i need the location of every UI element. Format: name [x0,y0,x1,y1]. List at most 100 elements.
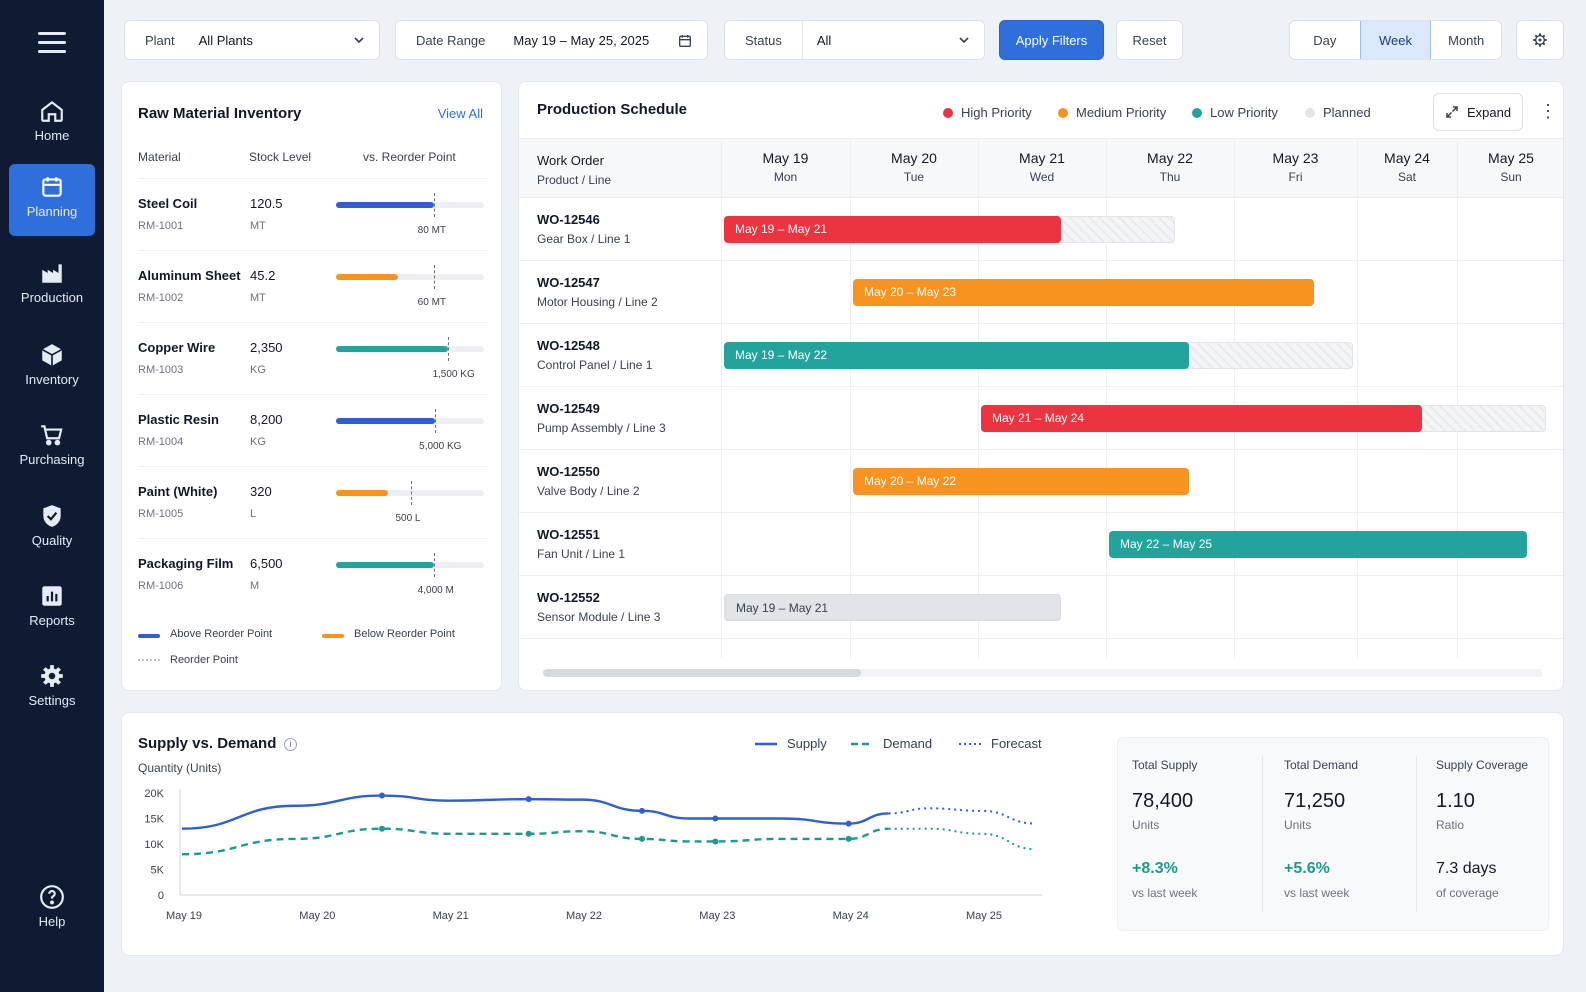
data-point[interactable] [525,830,532,837]
sidebar-item-reports[interactable]: Reports [9,573,95,645]
sidebar-item-purchasing[interactable]: Purchasing [9,412,95,484]
work-order-row[interactable]: WO-12551 Fan Unit / Line 1 [519,513,1563,576]
sidebar-item-label: Home [34,128,70,143]
inventory-row[interactable]: Paint (White) RM-1005 320 L 500 L [138,466,488,538]
inventory-row[interactable]: Plastic Resin RM-1004 8,200 KG 5,000 KG [138,394,488,466]
chevron-down-icon [959,37,969,44]
supply-line-swatch [755,742,777,745]
day-of-week: Tue [903,170,925,184]
supply-demand-chart: 0 5K 10K 15K 20K May 19 May 20 May 21 May 22 May … [144,788,1042,922]
kpi-total-demand: Total Demand 71,250 Units +5.6% vs last … [1270,738,1414,932]
menu-icon[interactable] [38,32,66,54]
view-week-button[interactable]: Week [1359,21,1432,59]
material-name: Paint (White) [138,484,218,499]
stock-value: 45.2 [250,268,276,283]
legend-reorder-label: Reorder Point [170,654,238,666]
gantt-bar-medium[interactable]: May 20 – May 23 [853,279,1314,306]
bar-chart-icon [42,586,62,606]
settings-button[interactable] [1516,20,1564,60]
inventory-row[interactable]: Packaging Film RM-1006 6,500 M 4,000 M [138,538,488,610]
stock-value: 120.5 [250,196,283,211]
view-month-button[interactable]: Month [1448,32,1485,48]
x-tick-label: May 22 [566,910,602,922]
sidebar-item-inventory[interactable]: Inventory [9,332,95,404]
data-point[interactable] [845,820,852,827]
info-icon[interactable]: i [284,738,297,751]
sidebar-item-help[interactable]: Help [9,884,95,929]
status-filter[interactable]: Status All [724,20,985,60]
date-range-value: May 19 – May 25, 2025 [513,32,650,48]
reorder-point-marker [411,481,413,505]
gantt-bar-high[interactable]: May 19 – May 21 [724,216,1062,243]
schedule-title: Production Schedule [537,101,688,118]
apply-filters-button[interactable]: Apply Filters [999,20,1104,60]
data-point[interactable] [639,807,645,814]
data-point[interactable] [379,825,385,832]
sidebar: Home Planning Production Inventory Purch… [0,0,104,992]
kpi-change: +8.3% [1132,860,1178,877]
data-point[interactable] [379,792,385,799]
calendar-icon[interactable] [677,33,693,49]
inventory-row[interactable]: Aluminum Sheet RM-1002 45.2 MT 60 MT [138,250,488,322]
inventory-row[interactable]: Steel Coil RM-1001 120.5 MT 80 MT [138,178,488,250]
gantt-bar-high[interactable]: May 21 – May 24 [981,405,1422,432]
work-order-row[interactable]: WO-12550 Valve Body / Line 2 [519,450,1563,513]
reorder-point-label: 4,000 M [417,585,454,596]
work-order-row[interactable]: WO-12552 Sensor Module / Line 3 [519,576,1563,639]
column-header-stock: Stock Level [249,150,312,164]
reorder-point-label: 5,000 KG [419,441,462,452]
more-options-icon[interactable]: ⋮ [1539,101,1557,121]
help-label: Help [38,914,66,929]
date-range-filter[interactable]: Date Range May 19 – May 25, 2025 [395,20,708,60]
data-point[interactable] [712,838,719,845]
data-point[interactable] [639,835,645,842]
kpi-unit: Units [1132,818,1160,832]
expand-button[interactable]: Expand [1433,93,1523,131]
work-order-row[interactable]: WO-12549 Pump Assembly / Line 3 [519,387,1563,450]
sidebar-item-home[interactable]: Home [9,88,95,160]
day-header: May 25 Sun [1457,150,1563,184]
material-code: RM-1006 [138,580,184,592]
gear-icon [1533,33,1547,47]
material-name: Plastic Resin [138,412,219,427]
data-point[interactable] [845,835,852,842]
work-order-row[interactable]: WO-12546 Gear Box / Line 1 [519,198,1563,261]
legend-medium: Medium Priority [1058,105,1166,120]
horizontal-scrollbar[interactable] [543,669,1543,677]
inventory-row[interactable]: Copper Wire RM-1003 2,350 KG 1,500 KG [138,322,488,394]
reorder-point-marker [433,193,435,217]
sidebar-item-planning[interactable]: Planning [9,164,95,236]
gantt-column-divider [1234,138,1235,658]
data-point[interactable] [712,815,719,822]
day-of-week: Sat [1397,170,1416,184]
sidebar-item-production[interactable]: Production [9,250,95,322]
reset-button[interactable]: Reset [1116,20,1183,60]
gantt-bar-planned[interactable]: May 19 – May 21 [724,594,1062,621]
series-line-demand [181,827,889,856]
scrollbar-thumb[interactable] [543,669,861,677]
work-order-product: Control Panel / Line 1 [537,358,653,372]
gantt-bar-medium[interactable]: May 20 – May 22 [853,468,1190,495]
remaining-capacity-bar [1055,216,1176,243]
sidebar-item-quality[interactable]: Quality [9,493,95,565]
work-order-id: WO-12550 [537,464,600,479]
gantt-column-divider [1106,138,1107,658]
data-point[interactable] [525,796,532,803]
gantt-bar-low[interactable]: May 22 – May 25 [1109,531,1528,558]
gantt-bar-low[interactable]: May 19 – May 22 [724,342,1190,369]
view-day-button[interactable]: Day [1313,32,1337,48]
kpi-divider [1262,756,1263,912]
view-all-link[interactable]: View All [437,106,483,121]
plant-filter[interactable]: Plant All Plants [124,20,380,60]
work-order-row[interactable]: WO-12547 Motor Housing / Line 2 [519,261,1563,324]
legend-below-swatch [322,634,344,638]
work-order-row[interactable]: WO-12548 Control Panel / Line 1 [519,324,1563,387]
sidebar-item-settings[interactable]: Settings [9,653,95,725]
sidebar-item-label: Reports [29,613,75,628]
kpi-divider [1416,756,1417,912]
shield-check-icon [43,505,61,527]
legend-demand: Demand [851,736,932,751]
y-tick-label: 5K [151,865,165,877]
stock-level-bar [336,337,484,361]
reorder-point-marker [448,337,450,361]
